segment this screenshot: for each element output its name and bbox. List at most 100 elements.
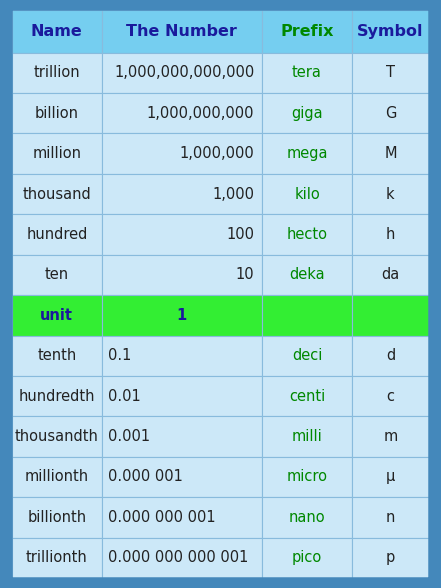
Text: Symbol: Symbol [357, 24, 424, 39]
Bar [102, 174, 262, 214]
Bar [262, 52, 352, 93]
Bar [352, 174, 429, 214]
Text: micro: micro [287, 469, 328, 485]
Text: thousandth: thousandth [15, 429, 99, 444]
Text: 1: 1 [177, 308, 187, 323]
Bar [12, 133, 102, 174]
Bar [262, 174, 352, 214]
Text: μ: μ [386, 469, 395, 485]
Bar [102, 214, 262, 255]
Bar [262, 376, 352, 416]
Bar [262, 497, 352, 537]
Bar [352, 497, 429, 537]
Bar [352, 255, 429, 295]
Bar [102, 376, 262, 416]
Bar [12, 295, 102, 336]
Bar [352, 52, 429, 93]
Bar [262, 457, 352, 497]
Text: kilo: kilo [294, 186, 320, 202]
Text: Prefix: Prefix [280, 24, 334, 39]
Bar [352, 133, 429, 174]
Bar [12, 457, 102, 497]
Bar [12, 416, 102, 457]
Text: c: c [386, 389, 394, 403]
Text: mega: mega [286, 146, 328, 161]
Text: 10: 10 [235, 268, 254, 282]
Bar [102, 10, 262, 52]
Text: m: m [383, 429, 397, 444]
Text: 0.000 000 001: 0.000 000 001 [108, 510, 215, 525]
Text: trillion: trillion [34, 65, 80, 81]
Bar [102, 295, 262, 336]
Text: 0.000 001: 0.000 001 [108, 469, 183, 485]
Text: 1,000,000,000: 1,000,000,000 [147, 106, 254, 121]
Bar [102, 52, 262, 93]
Text: 1,000: 1,000 [212, 186, 254, 202]
Bar [102, 93, 262, 133]
Text: billionth: billionth [27, 510, 86, 525]
Text: 1,000,000: 1,000,000 [179, 146, 254, 161]
Bar [352, 416, 429, 457]
Text: pico: pico [292, 550, 322, 565]
Text: thousand: thousand [22, 186, 91, 202]
Text: tera: tera [292, 65, 322, 81]
Bar [12, 10, 102, 52]
Text: deci: deci [292, 348, 322, 363]
Text: unit: unit [40, 308, 73, 323]
Bar [102, 457, 262, 497]
Bar [12, 174, 102, 214]
Bar [352, 93, 429, 133]
Text: 0.001: 0.001 [108, 429, 150, 444]
Bar [262, 255, 352, 295]
Bar [12, 336, 102, 376]
Text: billion: billion [35, 106, 79, 121]
Bar [352, 376, 429, 416]
Text: hundredth: hundredth [19, 389, 95, 403]
Bar [102, 255, 262, 295]
Bar [12, 537, 102, 578]
Bar [12, 497, 102, 537]
Text: tenth: tenth [37, 348, 76, 363]
Text: da: da [381, 268, 400, 282]
Text: M: M [384, 146, 396, 161]
Text: T: T [386, 65, 395, 81]
Text: trillionth: trillionth [26, 550, 88, 565]
Bar [262, 10, 352, 52]
Text: The Number: The Number [127, 24, 237, 39]
Bar [102, 416, 262, 457]
Bar [352, 336, 429, 376]
Bar [352, 295, 429, 336]
Text: 0.01: 0.01 [108, 389, 140, 403]
Text: d: d [386, 348, 395, 363]
Bar [262, 416, 352, 457]
Bar [352, 10, 429, 52]
Text: milli: milli [292, 429, 322, 444]
Bar [262, 133, 352, 174]
Bar [262, 93, 352, 133]
Text: hundred: hundred [26, 227, 87, 242]
Text: ten: ten [45, 268, 69, 282]
Bar [12, 52, 102, 93]
Text: k: k [386, 186, 395, 202]
Text: centi: centi [289, 389, 325, 403]
Bar [102, 537, 262, 578]
Bar [262, 214, 352, 255]
Text: n: n [386, 510, 395, 525]
Text: 0.000 000 000 001: 0.000 000 000 001 [108, 550, 248, 565]
Bar [12, 214, 102, 255]
Bar [262, 537, 352, 578]
Text: p: p [386, 550, 395, 565]
Bar [352, 537, 429, 578]
Bar [12, 376, 102, 416]
Bar [352, 214, 429, 255]
Bar [262, 336, 352, 376]
Bar [12, 255, 102, 295]
Text: hecto: hecto [287, 227, 328, 242]
Text: 1,000,000,000,000: 1,000,000,000,000 [114, 65, 254, 81]
Text: million: million [32, 146, 81, 161]
Text: deka: deka [289, 268, 325, 282]
Bar [102, 497, 262, 537]
Text: millionth: millionth [25, 469, 89, 485]
Bar [102, 336, 262, 376]
Text: nano: nano [289, 510, 325, 525]
